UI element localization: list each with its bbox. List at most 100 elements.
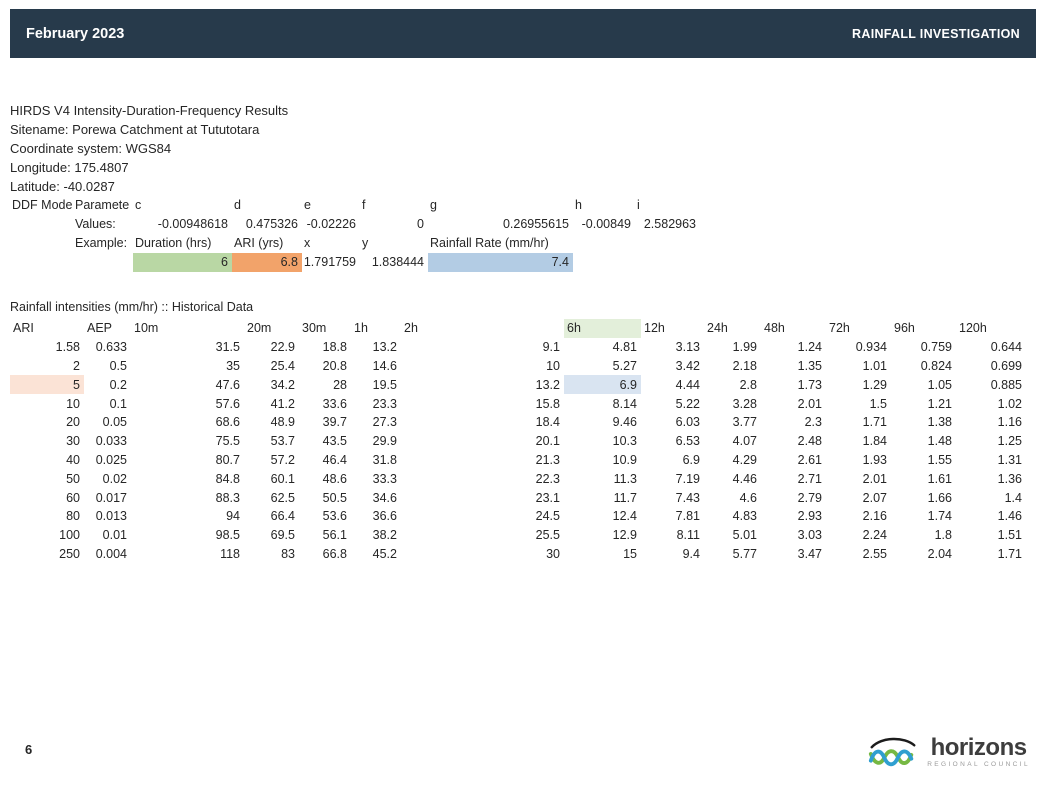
table-cell: 46.4 bbox=[322, 452, 347, 467]
table-cell: 3.77 bbox=[732, 415, 757, 430]
table-cell: 2.18 bbox=[732, 358, 757, 373]
table-cell: 3.42 bbox=[675, 358, 700, 373]
table-cell: 22.9 bbox=[270, 340, 295, 355]
table-cell: 1.5 bbox=[869, 396, 887, 411]
table-cell: 75.5 bbox=[215, 434, 240, 449]
table-cell: 0.633 bbox=[95, 340, 127, 355]
table-cell: 80 bbox=[66, 509, 80, 524]
table-cell: 83 bbox=[281, 546, 295, 561]
table-cell: 30 bbox=[66, 434, 80, 449]
table-row: 1.58 0.633 31.5 22.9 18.8 13.2 9.1 4.81 3.13 1.99… bbox=[10, 338, 1026, 357]
info-line-sitename: Sitename: Porewa Catchment at Tututotara bbox=[10, 122, 260, 137]
logo-subtitle: REGIONAL COUNCIL bbox=[927, 760, 1030, 768]
table-cell: 20.1 bbox=[535, 434, 560, 449]
table-cell: 0.759 bbox=[920, 340, 952, 355]
column-header: 20m bbox=[247, 321, 272, 336]
table-cell: 4.83 bbox=[732, 509, 757, 524]
info-line-longitude: Longitude: 175.4807 bbox=[10, 160, 129, 175]
header-title: RAINFALL INVESTIGATION bbox=[852, 26, 1020, 41]
header-bar: February 2023 RAINFALL INVESTIGATION bbox=[10, 9, 1036, 58]
table-cell: 1.58 bbox=[55, 340, 80, 355]
rainfall-table: ARI AEP 10m 20m 30m 1h 2h 6h 12h 24h 48h 72h 96h 120h… bbox=[10, 319, 1026, 563]
table-row: 40 0.025 80.7 57.2 46.4 31.8 21.3 10.9 6.9 4.29 2.… bbox=[10, 451, 1026, 470]
param-value-i: 2.582963 bbox=[643, 217, 696, 231]
table-cell: 0.699 bbox=[990, 358, 1022, 373]
table-cell: 9.46 bbox=[612, 415, 637, 430]
table-cell: 7.81 bbox=[675, 509, 700, 524]
table-cell: 36.6 bbox=[372, 509, 397, 524]
table-cell: 33.3 bbox=[372, 471, 397, 486]
example-label: Example: bbox=[75, 236, 128, 250]
table-row: 5 0.2 47.6 34.2 28 19.5 13.2 6.9 4.44 2.8 1.73 1.29… bbox=[10, 375, 1026, 395]
ddf-parameter-label: Paramete bbox=[75, 198, 130, 212]
table-cell: 1.55 bbox=[927, 452, 952, 467]
table-row: 30 0.033 75.5 53.7 43.5 29.9 20.1 10.3 6.53 4.07 2… bbox=[10, 432, 1026, 451]
table-cell: 1.74 bbox=[927, 509, 952, 524]
example-x-cell: 1.791759 bbox=[303, 255, 356, 269]
table-cell: 118 bbox=[220, 546, 240, 561]
column-header: 96h bbox=[894, 321, 915, 336]
table-cell: 100 bbox=[59, 528, 80, 543]
column-header: AEP bbox=[87, 321, 113, 336]
table-cell: 25.5 bbox=[535, 528, 560, 543]
column-header: 120h bbox=[959, 321, 987, 336]
param-value-g: 0.26955615 bbox=[502, 217, 569, 231]
table-cell: 1.66 bbox=[927, 490, 952, 505]
table-cell: 40 bbox=[66, 452, 80, 467]
table-cell: 5.77 bbox=[732, 546, 757, 561]
table-cell: 5 bbox=[10, 375, 84, 395]
table-cell: 0.033 bbox=[95, 434, 127, 449]
table-cell: 2.55 bbox=[862, 546, 887, 561]
table-cell: 1.48 bbox=[927, 434, 952, 449]
table-cell: 6.03 bbox=[675, 415, 700, 430]
table-cell: 1.71 bbox=[862, 415, 887, 430]
table-cell: 1.73 bbox=[797, 377, 822, 392]
table-cell: 2.01 bbox=[862, 471, 887, 486]
table-cell: 4.6 bbox=[739, 490, 757, 505]
table-cell: 68.6 bbox=[215, 415, 240, 430]
table-cell: 2.07 bbox=[862, 490, 887, 505]
table-cell: 2.61 bbox=[797, 452, 822, 467]
table-cell: 53.6 bbox=[322, 509, 347, 524]
table-row: 80 0.013 94 66.4 53.6 36.6 24.5 12.4 7.81 4.83 2.9… bbox=[10, 507, 1026, 526]
horizons-logo: horizons REGIONAL COUNCIL bbox=[866, 731, 1030, 773]
table-cell: 0.1 bbox=[109, 396, 127, 411]
table-cell: 34.2 bbox=[270, 377, 295, 392]
column-header: 48h bbox=[764, 321, 785, 336]
table-cell: 6.9 bbox=[564, 375, 641, 395]
table-cell: 66.4 bbox=[270, 509, 295, 524]
table-cell: 1.01 bbox=[862, 358, 887, 373]
table-cell: 39.7 bbox=[322, 415, 347, 430]
table-cell: 14.6 bbox=[372, 358, 397, 373]
table-cell: 1.61 bbox=[927, 471, 952, 486]
table-cell: 8.11 bbox=[676, 528, 700, 543]
table-cell: 18.8 bbox=[322, 340, 347, 355]
site-info-block: HIRDS V4 Intensity-Duration-Frequency Re… bbox=[10, 101, 700, 272]
table-cell: 69.5 bbox=[270, 528, 295, 543]
table-cell: 38.2 bbox=[372, 528, 397, 543]
table-cell: 84.8 bbox=[215, 471, 240, 486]
table-cell: 2.16 bbox=[862, 509, 887, 524]
values-label: Values: bbox=[75, 217, 116, 231]
table-cell: 57.6 bbox=[215, 396, 240, 411]
table-cell: 94 bbox=[226, 509, 240, 524]
column-header: 1h bbox=[354, 321, 368, 336]
table-cell: 25.4 bbox=[270, 358, 295, 373]
table-cell: 4.44 bbox=[675, 377, 700, 392]
table-cell: 2.93 bbox=[797, 509, 822, 524]
table-cell: 1.31 bbox=[997, 452, 1022, 467]
table-cell: 5.27 bbox=[612, 358, 637, 373]
table-cell: 22.3 bbox=[535, 471, 560, 486]
table-cell: 1.46 bbox=[997, 509, 1022, 524]
table-cell: 18.4 bbox=[535, 415, 560, 430]
table-row: 10 0.1 57.6 41.2 33.6 23.3 15.8 8.14 5.22 3.28 2.0… bbox=[10, 394, 1026, 413]
table-cell: 2 bbox=[73, 358, 80, 373]
table-cell: 0.824 bbox=[920, 358, 952, 373]
table-cell: 1.8 bbox=[934, 528, 952, 543]
table-cell: 1.38 bbox=[927, 415, 952, 430]
table-cell: 1.51 bbox=[997, 528, 1022, 543]
table-cell: 56.1 bbox=[322, 528, 347, 543]
table-cell: 3.13 bbox=[675, 340, 700, 355]
table-cell: 48.6 bbox=[322, 471, 347, 486]
table-cell: 2.01 bbox=[797, 396, 822, 411]
